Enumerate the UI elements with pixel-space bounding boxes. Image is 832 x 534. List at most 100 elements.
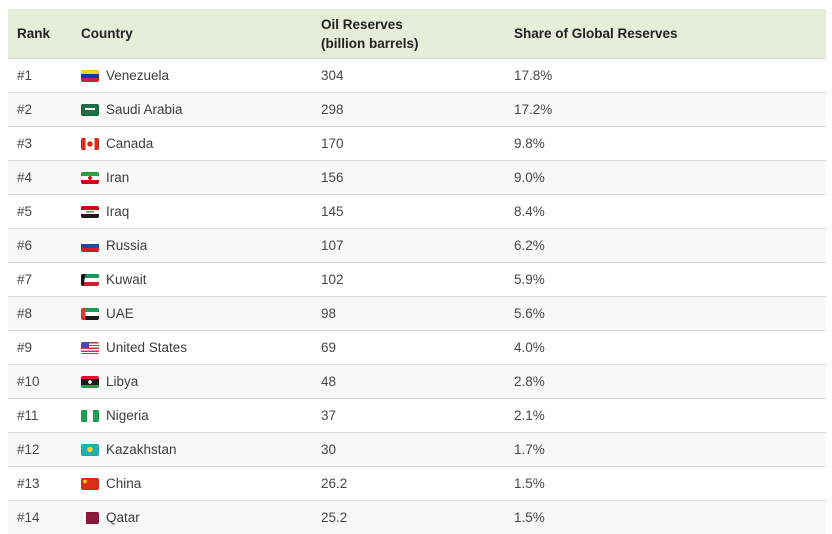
share-cell: 2.1% bbox=[514, 399, 826, 433]
country-name: Qatar bbox=[106, 510, 140, 525]
country-cell: Canada bbox=[81, 127, 321, 161]
rank-cell: #11 bbox=[8, 399, 81, 433]
country-name: Russia bbox=[106, 238, 147, 253]
nigeria-flag-icon bbox=[81, 410, 99, 422]
reserves-cell: 98 bbox=[321, 297, 514, 331]
share-cell: 1.5% bbox=[514, 501, 826, 534]
table-row: #12 Kazakhstan 30 1.7% bbox=[8, 433, 826, 467]
reserves-cell: 69 bbox=[321, 331, 514, 365]
country-cell: Qatar bbox=[81, 501, 321, 534]
country-cell: Russia bbox=[81, 229, 321, 263]
reserves-cell: 30 bbox=[321, 433, 514, 467]
country-name: Kuwait bbox=[106, 272, 147, 287]
iraq-flag-icon bbox=[81, 206, 99, 218]
data-table: Rank Country Oil Reserves (billion barre… bbox=[8, 9, 826, 534]
country-name: Venezuela bbox=[106, 68, 169, 83]
share-cell: 5.6% bbox=[514, 297, 826, 331]
rank-cell: #12 bbox=[8, 433, 81, 467]
reserves-cell: 102 bbox=[321, 263, 514, 297]
country-cell: Saudi Arabia bbox=[81, 93, 321, 127]
libya-flag-icon bbox=[81, 376, 99, 388]
china-flag-icon bbox=[81, 478, 99, 490]
rank-cell: #9 bbox=[8, 331, 81, 365]
kuwait-flag-icon bbox=[81, 274, 99, 286]
country-name: Libya bbox=[106, 374, 138, 389]
country-name: UAE bbox=[106, 306, 134, 321]
oil-reserves-table: Rank Country Oil Reserves (billion barre… bbox=[8, 9, 826, 534]
table-row: #11 Nigeria 37 2.1% bbox=[8, 399, 826, 433]
country-cell: Venezuela bbox=[81, 59, 321, 93]
rank-cell: #3 bbox=[8, 127, 81, 161]
reserves-cell: 48 bbox=[321, 365, 514, 399]
share-column-header: Share of Global Reserves bbox=[514, 9, 826, 59]
country-cell: Kuwait bbox=[81, 263, 321, 297]
header-row: Rank Country Oil Reserves (billion barre… bbox=[8, 9, 826, 59]
table-row: #6 Russia 107 6.2% bbox=[8, 229, 826, 263]
reserves-cell: 170 bbox=[321, 127, 514, 161]
qatar-flag-icon bbox=[81, 512, 99, 524]
country-cell: China bbox=[81, 467, 321, 501]
reserves-cell: 25.2 bbox=[321, 501, 514, 534]
rank-cell: #6 bbox=[8, 229, 81, 263]
russia-flag-icon bbox=[81, 240, 99, 252]
oil-reserves-column-header: Oil Reserves (billion barrels) bbox=[321, 9, 514, 59]
reserves-cell: 107 bbox=[321, 229, 514, 263]
reserves-cell: 304 bbox=[321, 59, 514, 93]
table-row: #2 Saudi Arabia 298 17.2% bbox=[8, 93, 826, 127]
united-states-flag-icon bbox=[81, 342, 99, 354]
rank-cell: #8 bbox=[8, 297, 81, 331]
country-name: Kazakhstan bbox=[106, 442, 177, 457]
country-cell: Nigeria bbox=[81, 399, 321, 433]
share-cell: 1.5% bbox=[514, 467, 826, 501]
country-cell: UAE bbox=[81, 297, 321, 331]
saudi-arabia-flag-icon bbox=[81, 104, 99, 116]
table-row: #4 Iran 156 9.0% bbox=[8, 161, 826, 195]
canada-flag-icon bbox=[81, 138, 99, 150]
oil-reserves-header-line2: (billion barrels) bbox=[321, 36, 419, 51]
share-cell: 9.0% bbox=[514, 161, 826, 195]
rank-cell: #5 bbox=[8, 195, 81, 229]
share-cell: 5.9% bbox=[514, 263, 826, 297]
table-row: #13 China 26.2 1.5% bbox=[8, 467, 826, 501]
share-cell: 4.0% bbox=[514, 331, 826, 365]
share-cell: 8.4% bbox=[514, 195, 826, 229]
country-cell: Iran bbox=[81, 161, 321, 195]
share-cell: 17.2% bbox=[514, 93, 826, 127]
rank-cell: #4 bbox=[8, 161, 81, 195]
country-name: Nigeria bbox=[106, 408, 149, 423]
reserves-cell: 145 bbox=[321, 195, 514, 229]
table-row: #7 Kuwait 102 5.9% bbox=[8, 263, 826, 297]
table-row: #9 United States 69 4.0% bbox=[8, 331, 826, 365]
reserves-cell: 156 bbox=[321, 161, 514, 195]
oil-reserves-header-line1: Oil Reserves bbox=[321, 17, 403, 32]
rank-cell: #13 bbox=[8, 467, 81, 501]
venezuela-flag-icon bbox=[81, 70, 99, 82]
country-name: Saudi Arabia bbox=[106, 102, 183, 117]
share-cell: 17.8% bbox=[514, 59, 826, 93]
country-name: Iran bbox=[106, 170, 129, 185]
rank-cell: #14 bbox=[8, 501, 81, 534]
country-cell: United States bbox=[81, 331, 321, 365]
iran-flag-icon bbox=[81, 172, 99, 184]
table-row: #3 Canada 170 9.8% bbox=[8, 127, 826, 161]
country-name: China bbox=[106, 476, 141, 491]
share-cell: 1.7% bbox=[514, 433, 826, 467]
rank-cell: #1 bbox=[8, 59, 81, 93]
country-cell: Kazakhstan bbox=[81, 433, 321, 467]
table-row: #5 Iraq 145 8.4% bbox=[8, 195, 826, 229]
table-row: #14 Qatar 25.2 1.5% bbox=[8, 501, 826, 534]
country-name: Canada bbox=[106, 136, 153, 151]
reserves-cell: 37 bbox=[321, 399, 514, 433]
country-cell: Libya bbox=[81, 365, 321, 399]
share-cell: 9.8% bbox=[514, 127, 826, 161]
table-row: #10 Libya 48 2.8% bbox=[8, 365, 826, 399]
table-row: #8 UAE 98 5.6% bbox=[8, 297, 826, 331]
kazakhstan-flag-icon bbox=[81, 444, 99, 456]
table-row: #1 Venezuela 304 17.8% bbox=[8, 59, 826, 93]
reserves-cell: 26.2 bbox=[321, 467, 514, 501]
country-cell: Iraq bbox=[81, 195, 321, 229]
reserves-cell: 298 bbox=[321, 93, 514, 127]
country-name: Iraq bbox=[106, 204, 129, 219]
table-body: #1 Venezuela 304 17.8% #2 Saudi Arabia 2… bbox=[8, 59, 826, 534]
country-name: United States bbox=[106, 340, 187, 355]
